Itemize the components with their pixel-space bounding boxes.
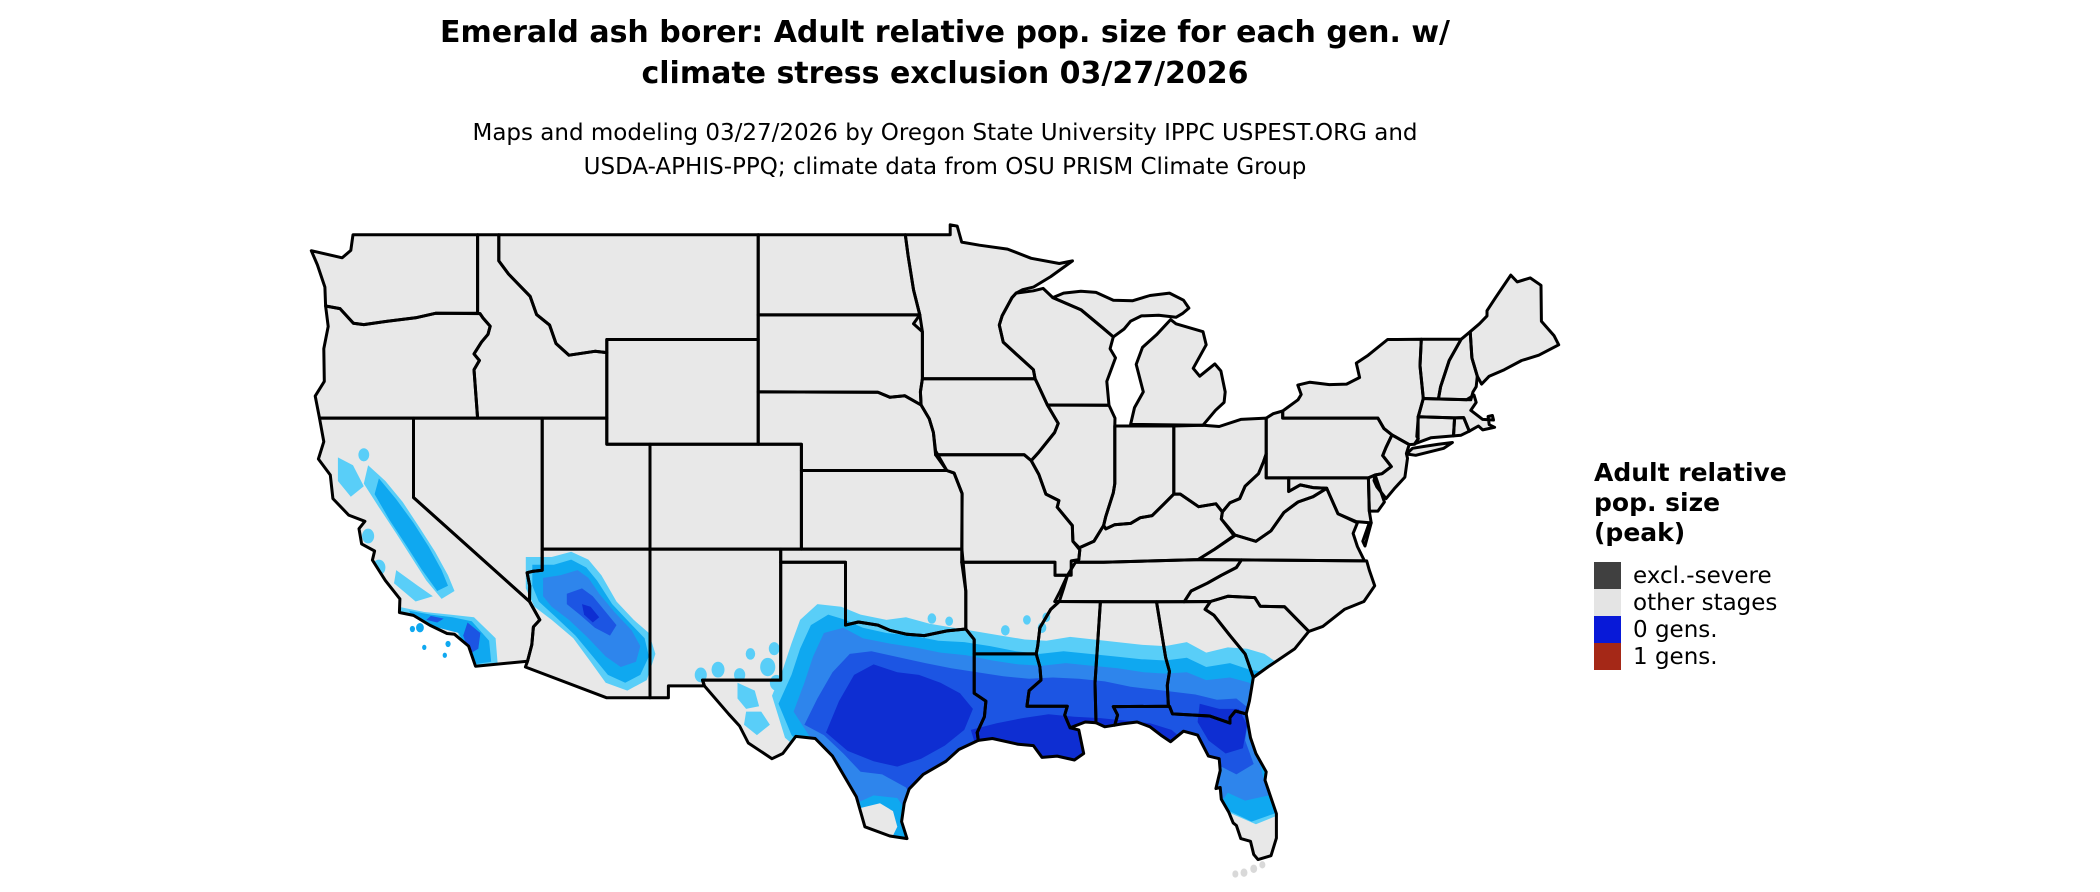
state-ma (1418, 395, 1495, 432)
state-mi1 (1130, 319, 1226, 426)
state-sc (1205, 596, 1309, 678)
figure-title: Emerald ash borer: Adult relative pop. s… (0, 12, 1890, 94)
state-mo (935, 454, 1080, 576)
state-ny (1282, 339, 1424, 445)
legend-item-label: 0 gens. (1633, 616, 1718, 643)
state-ia (920, 378, 1059, 461)
state-sd (758, 314, 923, 405)
legend-item-label: excl.-severe (1633, 562, 1772, 589)
state-ks (801, 470, 963, 550)
legend-title: Adult relative pop. size (peak) (1594, 458, 1824, 548)
title-line2: climate stress exclusion 03/27/2026 (641, 56, 1249, 91)
state-tn (1054, 559, 1242, 602)
figure-subtitle: Maps and modeling 03/27/2026 by Oregon S… (0, 116, 1890, 184)
state-wy (606, 339, 759, 445)
legend-item: 0 gens. (1594, 616, 1824, 643)
state-va (1198, 488, 1365, 561)
legend-item: other stages (1594, 589, 1824, 616)
us-map (309, 223, 1561, 878)
legend: Adult relative pop. size (peak) excl.-se… (1594, 458, 1824, 670)
state-ind (1103, 426, 1174, 529)
state-ut (542, 418, 650, 550)
state-nv (413, 418, 543, 602)
state-ne (758, 391, 947, 471)
state-nm (650, 549, 781, 698)
state-borders (309, 223, 1561, 862)
title-line1: Emerald ash borer: Adult relative pop. s… (439, 15, 1451, 50)
legend-swatch-1-gens (1594, 643, 1621, 670)
legend-swatch-other-stages (1594, 589, 1621, 616)
state-wa (311, 234, 478, 325)
state-mn (905, 224, 1073, 379)
legend-items: excl.-severe other stages 0 gens. 1 gens… (1594, 562, 1824, 670)
state-vt (1420, 339, 1462, 399)
state-wi (999, 288, 1116, 406)
state-id (474, 234, 607, 419)
state-me (1470, 275, 1559, 385)
state-wv (1221, 453, 1327, 542)
legend-swatch-0-gens (1594, 616, 1621, 643)
state-ok (780, 549, 966, 636)
legend-item-label: other stages (1633, 589, 1778, 616)
state-md (1288, 477, 1372, 523)
legend-title-line3: (peak) (1594, 518, 1686, 547)
state-de (1368, 475, 1385, 512)
state-nc (1184, 559, 1375, 632)
legend-swatch-excl-severe (1594, 562, 1621, 589)
state-mi2 (1052, 291, 1189, 337)
state-pa (1266, 411, 1392, 478)
state-mt (498, 234, 759, 356)
state-il (1031, 405, 1115, 548)
state-nd (758, 234, 920, 315)
state-ky (1075, 494, 1235, 563)
subtitle-line2: USDA-APHIS-PPQ; climate data from OSU PR… (583, 154, 1307, 180)
subtitle-line1: Maps and modeling 03/27/2026 by Oregon S… (472, 120, 1418, 146)
state-or (315, 306, 491, 419)
legend-title-line1: Adult relative (1594, 458, 1787, 487)
legend-item: 1 gens. (1594, 643, 1824, 670)
legend-item: excl.-severe (1594, 562, 1824, 589)
legend-title-line2: pop. size (1594, 488, 1721, 517)
state-nh (1438, 331, 1478, 400)
state-co (650, 444, 802, 550)
state-li (1406, 442, 1453, 456)
legend-item-label: 1 gens. (1633, 643, 1718, 670)
state-ct (1414, 416, 1455, 444)
state-ar (961, 562, 1068, 654)
offshore-islands (409, 623, 1266, 878)
